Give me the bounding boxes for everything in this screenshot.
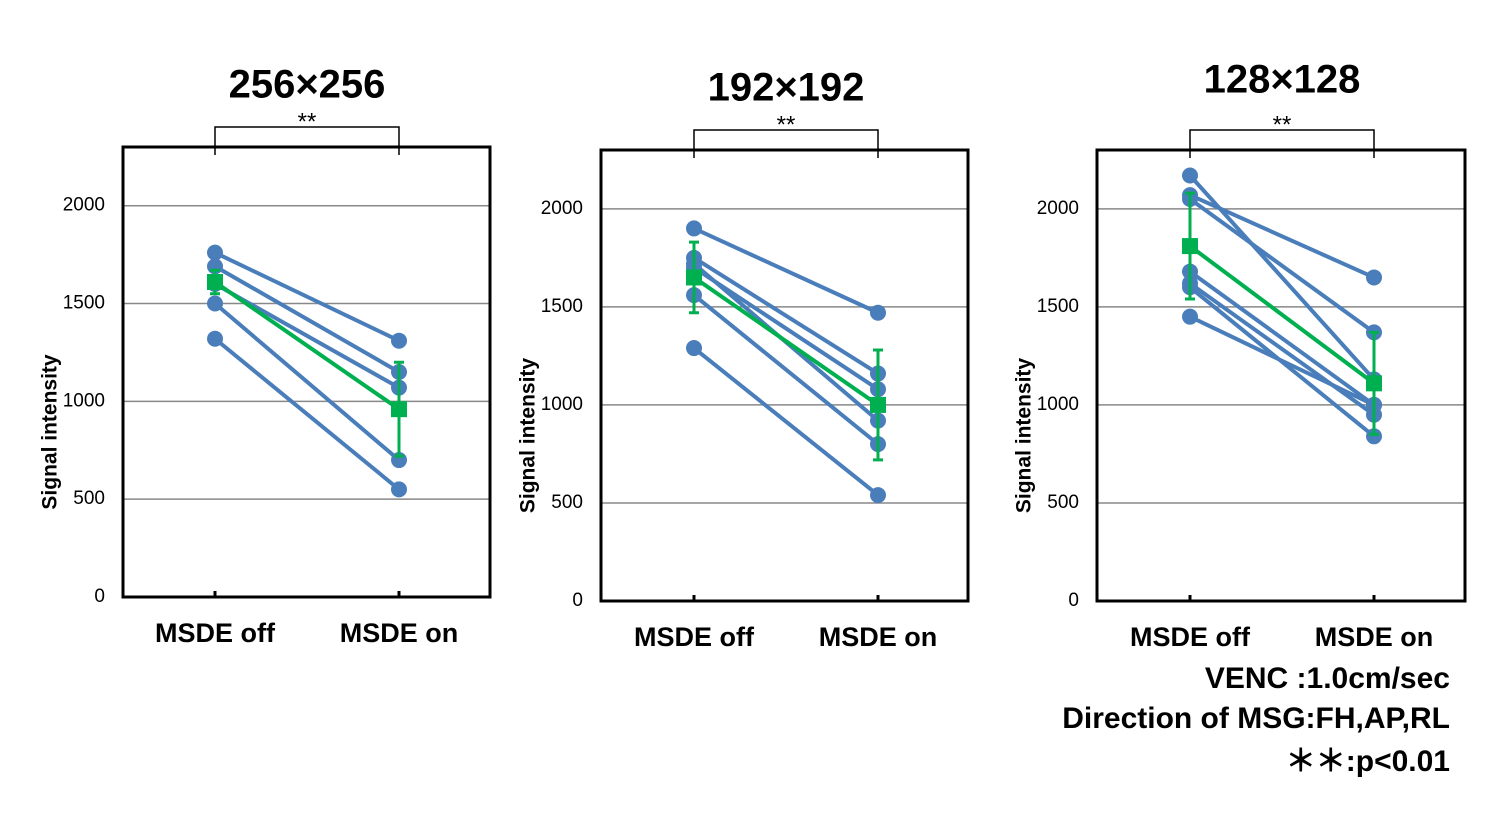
series-line xyxy=(692,293,880,446)
point xyxy=(1182,167,1198,184)
y-tick-label: 2000 xyxy=(1037,198,1079,219)
significance-label: ** xyxy=(298,108,317,135)
point xyxy=(207,330,223,347)
chart-title: 192×192 xyxy=(708,66,865,110)
y-tick-label: 1000 xyxy=(63,390,105,411)
plot-frame xyxy=(121,145,492,599)
y-tick-label: 0 xyxy=(1068,590,1079,611)
series-line xyxy=(1188,197,1376,334)
y-tick-label: 1000 xyxy=(1037,394,1079,415)
point xyxy=(1366,269,1382,286)
point xyxy=(686,220,702,237)
mean-marker xyxy=(207,274,223,290)
point xyxy=(1366,428,1382,445)
y-tick-label: 2000 xyxy=(541,198,583,219)
series-line xyxy=(693,226,879,315)
mean-marker xyxy=(391,401,407,418)
series-line xyxy=(1188,244,1376,385)
x-tick-label: MSDE off xyxy=(155,618,276,648)
footnote: ＊＊:p<0.01 xyxy=(1286,745,1450,778)
y-tick-label: 2000 xyxy=(63,195,105,216)
significance-bracket xyxy=(1189,129,1375,158)
series-line xyxy=(213,280,401,411)
mean-marker xyxy=(870,396,886,413)
footnote: Direction of MSG:FH,AP,RL xyxy=(1062,702,1450,735)
series-line xyxy=(213,337,401,491)
mean-marker xyxy=(1182,238,1198,255)
significance-bracket xyxy=(693,129,879,158)
point xyxy=(686,340,702,357)
point xyxy=(391,332,407,349)
point xyxy=(870,487,886,504)
y-tick-label: 1500 xyxy=(1037,296,1079,317)
y-tick-label: 500 xyxy=(73,488,105,509)
y-tick-label: 500 xyxy=(1047,492,1079,513)
series-line xyxy=(1189,314,1375,407)
significance-label: ** xyxy=(777,111,796,138)
significance-bracket xyxy=(214,126,400,155)
point xyxy=(1182,308,1198,325)
y-axis-label: Signal intensity xyxy=(517,358,540,514)
series-line xyxy=(214,264,400,374)
series-line xyxy=(692,275,880,407)
series-line xyxy=(213,301,401,462)
x-tick-label: MSDE off xyxy=(1130,622,1251,652)
significance-label: ** xyxy=(1273,111,1292,138)
mean-marker xyxy=(1366,375,1382,392)
y-axis-label: Signal intensity xyxy=(1013,358,1036,514)
y-tick-label: 0 xyxy=(94,586,105,607)
y-tick-label: 1000 xyxy=(541,394,583,415)
plot-frame xyxy=(599,148,970,603)
series-line xyxy=(1189,193,1375,280)
series-line xyxy=(1188,269,1376,407)
x-tick-label: MSDE on xyxy=(1315,622,1434,652)
y-axis-label: Signal intensity xyxy=(39,354,62,510)
point xyxy=(207,295,223,312)
point xyxy=(391,481,407,498)
x-tick-label: MSDE on xyxy=(819,622,938,652)
y-tick-label: 1500 xyxy=(63,293,105,314)
point xyxy=(870,304,886,321)
plot-frame xyxy=(1095,148,1467,603)
y-tick-label: 1500 xyxy=(541,296,583,317)
x-tick-label: MSDE off xyxy=(634,622,755,652)
chart-title: 128×128 xyxy=(1204,58,1361,102)
chart-title: 256×256 xyxy=(229,63,386,107)
series-line xyxy=(692,346,880,497)
mean-marker xyxy=(686,269,702,286)
series-line xyxy=(214,250,400,343)
point xyxy=(207,244,223,261)
series-line xyxy=(692,256,880,376)
series-line xyxy=(692,265,880,391)
series-line xyxy=(1188,281,1376,417)
x-tick-label: MSDE on xyxy=(340,618,459,648)
footnote: VENC :1.0cm/sec xyxy=(1205,662,1450,695)
y-tick-label: 0 xyxy=(572,590,583,611)
y-tick-label: 500 xyxy=(551,492,583,513)
